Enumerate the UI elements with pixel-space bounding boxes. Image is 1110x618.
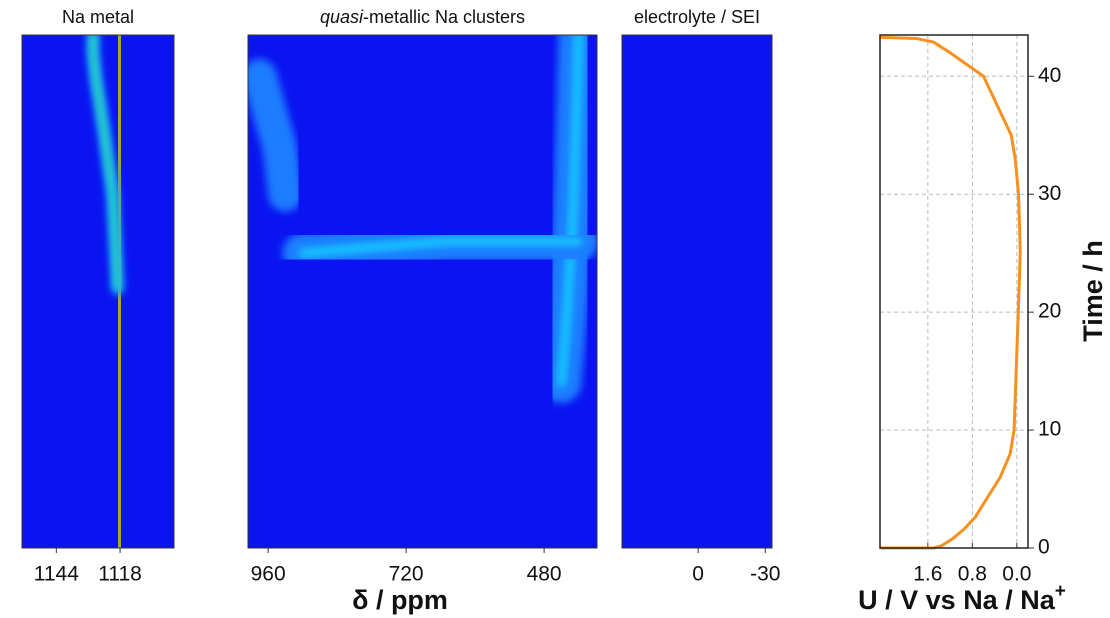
x-tick-label: 0.0 [1002,563,1031,586]
x-axis-label-superscript: + [1055,581,1066,602]
y-tick-label: 0 [1038,536,1050,559]
panel-title: Na metal [62,7,134,27]
panel-frame [21,34,175,549]
intensity-ridge [557,35,583,387]
x-tick-label: -30 [750,563,780,586]
intensity-ridge [91,35,119,290]
x-axis-label: U / V vs Na / Na+ [858,581,1066,615]
plot-frame [879,34,1029,549]
x-axis-label: δ / ppm [352,585,448,615]
panel-frame [621,34,773,549]
x-tick-label: 720 [389,563,424,586]
y-tick-label: 10 [1038,418,1061,441]
x-tick-label: 0 [692,563,704,586]
heatmap [248,35,597,404]
x-tick-label: 960 [251,563,286,586]
y-tick-label: 40 [1038,64,1061,87]
heatmap [86,35,138,548]
x-tick-label: 480 [527,563,562,586]
y-axis-label: Time / h [1078,240,1108,342]
x-tick-label: 1.6 [913,563,942,586]
y-tick-label: 20 [1038,300,1061,323]
x-tick-label: 1144 [34,563,79,586]
y-tick-label: 30 [1038,182,1061,205]
heatmap-background [248,35,597,548]
panel-title: quasi-metallic Na clusters [320,7,525,27]
x-tick-label: 0.8 [958,563,987,586]
voltage-curve [880,35,1022,550]
panel-title: electrolyte / SEI [634,7,760,27]
panel-frame [247,34,598,549]
intensity-ridge [248,59,303,212]
x-tick-label: 1118 [98,563,142,586]
